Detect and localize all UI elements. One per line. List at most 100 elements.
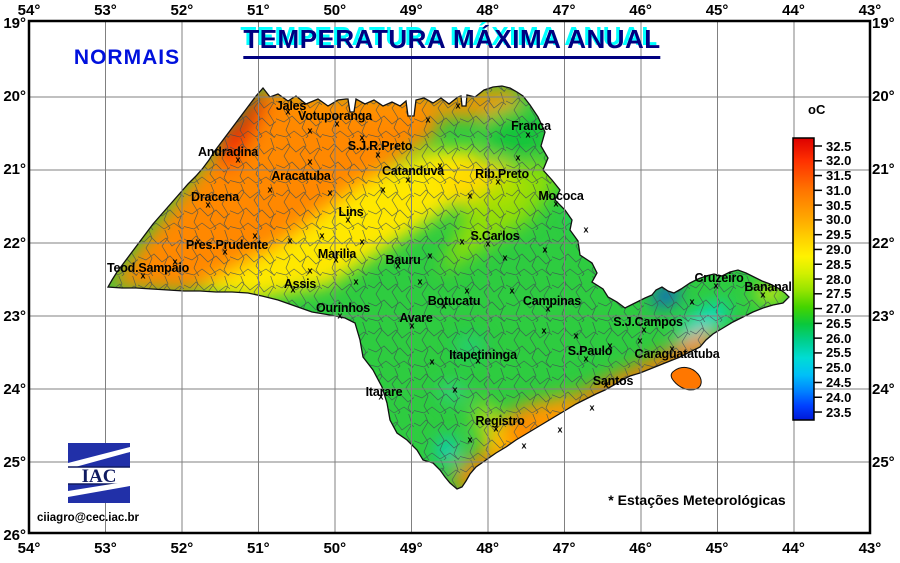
station-marker: x [409,320,415,331]
station-marker: x [669,343,675,354]
legend-tick-label: 29.0 [826,241,852,257]
stations-note: * Estações Meteorológicas [608,492,786,508]
station-marker: x [607,340,613,351]
station-marker: x [641,324,647,335]
lon-label-bottom: 45° [705,540,729,557]
station-marker: x [378,391,384,402]
legend-tick-label: 32.0 [826,153,852,169]
city-label: Ourinhos [316,301,370,315]
legend-tick-label: 31.5 [826,168,852,184]
station-marker: x [252,230,258,241]
lon-label-bottom: 49° [399,540,423,557]
legend-tick-label: 28.0 [826,271,852,287]
city-label: Dracena [191,190,239,204]
city-label: Bananal [744,280,792,294]
station-marker: x [541,325,547,336]
city-label: Lins [338,205,364,219]
station-marker: x [495,176,501,187]
station-marker: x [589,402,595,413]
lat-label-left: 26° [3,527,26,545]
legend-tick-label: 32.5 [826,138,852,154]
city-label: Registro [475,414,525,428]
station-marker: x [327,187,333,198]
station-marker: x [395,260,401,271]
station-marker: x [509,285,515,296]
city-label: Pres.Prudente [185,238,269,252]
lon-label-top: 46° [629,2,652,19]
station-marker: x [467,434,473,445]
station-marker: x [417,276,423,287]
city-label: Mococa [538,189,584,203]
lon-label-bottom: 44° [782,540,805,557]
lon-label-bottom: 51° [247,540,270,557]
legend-tick-label: 23.5 [826,404,852,420]
station-marker: x [485,238,491,249]
station-marker: x [502,252,508,263]
station-marker: x [195,236,201,247]
lat-label-right: 20° [872,88,895,106]
iac-logo-text: IAC [82,466,117,487]
station-marker: x [172,256,178,267]
station-marker: x [333,254,339,265]
legend-tick-label: 27.5 [826,286,852,302]
lon-label-top: 45° [705,2,729,19]
legend-unit-label: oC [808,102,826,117]
station-marker: x [425,114,431,125]
station-marker: x [713,280,719,291]
legend-tick-label: 30.5 [826,197,852,213]
station-marker: x [405,174,411,185]
station-marker: x [307,156,313,167]
station-marker: x [140,270,146,281]
station-marker: x [319,230,325,241]
lat-label-right: 21° [872,161,895,179]
station-marker: x [359,132,365,143]
lon-label-top: 53° [94,2,117,19]
contact-email: ciiagro@cec.iac.br [37,512,139,524]
legend-tick-label: 26.0 [826,330,852,346]
lon-label-top: 51° [247,2,270,19]
station-marker: x [521,440,527,451]
station-marker: x [689,296,695,307]
page-title: TEMPERATURA MÁXIMA ANUAL [243,24,661,59]
legend-tick-label: 27.0 [826,301,852,317]
city-label: Caraguatatuba [634,347,720,361]
station-marker: x [515,152,521,163]
city-label: Santos [592,374,634,388]
legend-tick-label: 25.5 [826,345,852,361]
station-marker: x [437,160,443,171]
station-marker: x [557,424,563,435]
legend-tick-label: 29.5 [826,227,852,243]
lat-label-left: 24° [3,380,26,398]
station-marker: x [583,353,589,364]
station-marker: x [441,300,447,311]
station-marker: x [603,379,609,390]
lat-label-left: 21° [3,161,26,179]
station-marker: x [290,284,296,295]
city-label: Itarare [365,385,403,399]
station-marker: x [285,106,291,117]
station-marker: x [375,149,381,160]
station-marker: x [573,330,579,341]
station-marker: x [235,154,241,165]
station-marker: x [267,184,273,195]
station-marker: x [455,100,461,111]
station-marker: x [542,244,548,255]
station-marker: x [287,235,293,246]
lat-label-left: 22° [3,234,26,252]
graticule [29,21,870,533]
legend-tick-label: 25.0 [826,360,852,376]
city-label: Andradina [197,145,259,159]
city-label: Avare [399,311,433,325]
station-marker: x [583,224,589,235]
station-marker: x [475,355,481,366]
legend-tick-label: 24.5 [826,374,852,390]
legend-tick-label: 31.0 [826,182,852,198]
station-marker: x [353,276,359,287]
city-label: Campinas [522,294,582,308]
lat-label-right: 22° [872,234,895,252]
city-label: S.Carlos [470,229,520,243]
station-marker: x [334,118,340,129]
station-marker: x [760,289,766,300]
station-marker: x [359,236,365,247]
lon-label-top: 54° [17,2,41,19]
